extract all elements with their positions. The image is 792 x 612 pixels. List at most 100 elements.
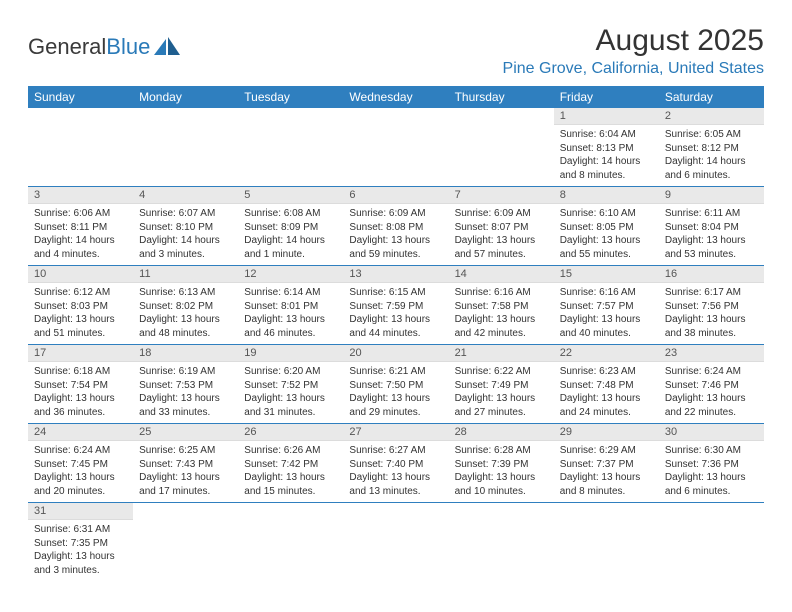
daylight-text: Daylight: 13 hours and 6 minutes. (665, 471, 758, 498)
daylight-text: Daylight: 13 hours and 59 minutes. (349, 234, 442, 261)
day-number: 12 (238, 266, 343, 283)
calendar-day-empty (133, 108, 238, 187)
day-number: 1 (554, 108, 659, 125)
day-number: 4 (133, 187, 238, 204)
sunset-text: Sunset: 8:13 PM (560, 142, 653, 156)
daylight-text: Daylight: 14 hours and 1 minute. (244, 234, 337, 261)
calendar-day: 23Sunrise: 6:24 AMSunset: 7:46 PMDayligh… (659, 345, 764, 424)
sunrise-text: Sunrise: 6:12 AM (34, 286, 127, 300)
calendar-day: 26Sunrise: 6:26 AMSunset: 7:42 PMDayligh… (238, 424, 343, 503)
calendar-day: 8Sunrise: 6:10 AMSunset: 8:05 PMDaylight… (554, 187, 659, 266)
calendar-day: 30Sunrise: 6:30 AMSunset: 7:36 PMDayligh… (659, 424, 764, 503)
calendar-day: 24Sunrise: 6:24 AMSunset: 7:45 PMDayligh… (28, 424, 133, 503)
weekday-header: Sunday (28, 86, 133, 108)
calendar-day: 31Sunrise: 6:31 AMSunset: 7:35 PMDayligh… (28, 503, 133, 582)
day-details: Sunrise: 6:09 AMSunset: 8:08 PMDaylight:… (343, 204, 448, 265)
daylight-text: Daylight: 13 hours and 31 minutes. (244, 392, 337, 419)
calendar-day: 15Sunrise: 6:16 AMSunset: 7:57 PMDayligh… (554, 266, 659, 345)
day-details: Sunrise: 6:16 AMSunset: 7:57 PMDaylight:… (554, 283, 659, 344)
daylight-text: Daylight: 14 hours and 3 minutes. (139, 234, 232, 261)
sunset-text: Sunset: 8:09 PM (244, 221, 337, 235)
day-details: Sunrise: 6:27 AMSunset: 7:40 PMDaylight:… (343, 441, 448, 502)
sunset-text: Sunset: 8:10 PM (139, 221, 232, 235)
day-details: Sunrise: 6:08 AMSunset: 8:09 PMDaylight:… (238, 204, 343, 265)
sunset-text: Sunset: 7:45 PM (34, 458, 127, 472)
calendar-week: 17Sunrise: 6:18 AMSunset: 7:54 PMDayligh… (28, 345, 764, 424)
sunrise-text: Sunrise: 6:24 AM (665, 365, 758, 379)
day-details: Sunrise: 6:06 AMSunset: 8:11 PMDaylight:… (28, 204, 133, 265)
day-details: Sunrise: 6:12 AMSunset: 8:03 PMDaylight:… (28, 283, 133, 344)
daylight-text: Daylight: 13 hours and 36 minutes. (34, 392, 127, 419)
calendar-day: 19Sunrise: 6:20 AMSunset: 7:52 PMDayligh… (238, 345, 343, 424)
sunset-text: Sunset: 7:54 PM (34, 379, 127, 393)
daylight-text: Daylight: 13 hours and 48 minutes. (139, 313, 232, 340)
calendar-day: 18Sunrise: 6:19 AMSunset: 7:53 PMDayligh… (133, 345, 238, 424)
calendar-day-empty (238, 108, 343, 187)
day-details: Sunrise: 6:04 AMSunset: 8:13 PMDaylight:… (554, 125, 659, 186)
daylight-text: Daylight: 13 hours and 3 minutes. (34, 550, 127, 577)
calendar-day: 7Sunrise: 6:09 AMSunset: 8:07 PMDaylight… (449, 187, 554, 266)
sunset-text: Sunset: 7:37 PM (560, 458, 653, 472)
day-details: Sunrise: 6:26 AMSunset: 7:42 PMDaylight:… (238, 441, 343, 502)
daylight-text: Daylight: 14 hours and 4 minutes. (34, 234, 127, 261)
calendar-day-empty (343, 108, 448, 187)
calendar-week: 3Sunrise: 6:06 AMSunset: 8:11 PMDaylight… (28, 187, 764, 266)
calendar-day-empty (133, 503, 238, 582)
day-details: Sunrise: 6:21 AMSunset: 7:50 PMDaylight:… (343, 362, 448, 423)
daylight-text: Daylight: 13 hours and 33 minutes. (139, 392, 232, 419)
day-details: Sunrise: 6:18 AMSunset: 7:54 PMDaylight:… (28, 362, 133, 423)
day-details: Sunrise: 6:22 AMSunset: 7:49 PMDaylight:… (449, 362, 554, 423)
daylight-text: Daylight: 13 hours and 10 minutes. (455, 471, 548, 498)
sunset-text: Sunset: 8:05 PM (560, 221, 653, 235)
day-number: 18 (133, 345, 238, 362)
day-details: Sunrise: 6:13 AMSunset: 8:02 PMDaylight:… (133, 283, 238, 344)
sunset-text: Sunset: 7:46 PM (665, 379, 758, 393)
sunset-text: Sunset: 7:35 PM (34, 537, 127, 551)
calendar-day: 28Sunrise: 6:28 AMSunset: 7:39 PMDayligh… (449, 424, 554, 503)
sunset-text: Sunset: 7:57 PM (560, 300, 653, 314)
calendar-day: 10Sunrise: 6:12 AMSunset: 8:03 PMDayligh… (28, 266, 133, 345)
sunset-text: Sunset: 7:59 PM (349, 300, 442, 314)
daylight-text: Daylight: 13 hours and 46 minutes. (244, 313, 337, 340)
daylight-text: Daylight: 13 hours and 20 minutes. (34, 471, 127, 498)
daylight-text: Daylight: 13 hours and 24 minutes. (560, 392, 653, 419)
sunrise-text: Sunrise: 6:09 AM (349, 207, 442, 221)
brand-logo: GeneralBlue (28, 24, 180, 60)
day-details: Sunrise: 6:19 AMSunset: 7:53 PMDaylight:… (133, 362, 238, 423)
sunrise-text: Sunrise: 6:22 AM (455, 365, 548, 379)
calendar-day: 6Sunrise: 6:09 AMSunset: 8:08 PMDaylight… (343, 187, 448, 266)
calendar-day: 5Sunrise: 6:08 AMSunset: 8:09 PMDaylight… (238, 187, 343, 266)
daylight-text: Daylight: 13 hours and 42 minutes. (455, 313, 548, 340)
daylight-text: Daylight: 13 hours and 29 minutes. (349, 392, 442, 419)
calendar-day: 16Sunrise: 6:17 AMSunset: 7:56 PMDayligh… (659, 266, 764, 345)
sunset-text: Sunset: 7:56 PM (665, 300, 758, 314)
sunset-text: Sunset: 7:40 PM (349, 458, 442, 472)
calendar-day-empty (28, 108, 133, 187)
title-block: August 2025 Pine Grove, California, Unit… (503, 24, 764, 78)
day-number: 3 (28, 187, 133, 204)
day-details: Sunrise: 6:15 AMSunset: 7:59 PMDaylight:… (343, 283, 448, 344)
daylight-text: Daylight: 13 hours and 40 minutes. (560, 313, 653, 340)
sunrise-text: Sunrise: 6:06 AM (34, 207, 127, 221)
sunrise-text: Sunrise: 6:04 AM (560, 128, 653, 142)
calendar-day: 1Sunrise: 6:04 AMSunset: 8:13 PMDaylight… (554, 108, 659, 187)
day-details: Sunrise: 6:24 AMSunset: 7:45 PMDaylight:… (28, 441, 133, 502)
sunrise-text: Sunrise: 6:15 AM (349, 286, 442, 300)
calendar-day: 4Sunrise: 6:07 AMSunset: 8:10 PMDaylight… (133, 187, 238, 266)
day-number: 28 (449, 424, 554, 441)
day-number: 23 (659, 345, 764, 362)
calendar-day-empty (554, 503, 659, 582)
daylight-text: Daylight: 13 hours and 15 minutes. (244, 471, 337, 498)
weekday-header: Thursday (449, 86, 554, 108)
day-details: Sunrise: 6:16 AMSunset: 7:58 PMDaylight:… (449, 283, 554, 344)
sunset-text: Sunset: 8:04 PM (665, 221, 758, 235)
calendar-header-row: SundayMondayTuesdayWednesdayThursdayFrid… (28, 86, 764, 108)
day-details: Sunrise: 6:20 AMSunset: 7:52 PMDaylight:… (238, 362, 343, 423)
weekday-header: Tuesday (238, 86, 343, 108)
sunset-text: Sunset: 7:48 PM (560, 379, 653, 393)
sunrise-text: Sunrise: 6:09 AM (455, 207, 548, 221)
day-number: 31 (28, 503, 133, 520)
calendar-day: 2Sunrise: 6:05 AMSunset: 8:12 PMDaylight… (659, 108, 764, 187)
sunset-text: Sunset: 7:53 PM (139, 379, 232, 393)
day-number: 29 (554, 424, 659, 441)
